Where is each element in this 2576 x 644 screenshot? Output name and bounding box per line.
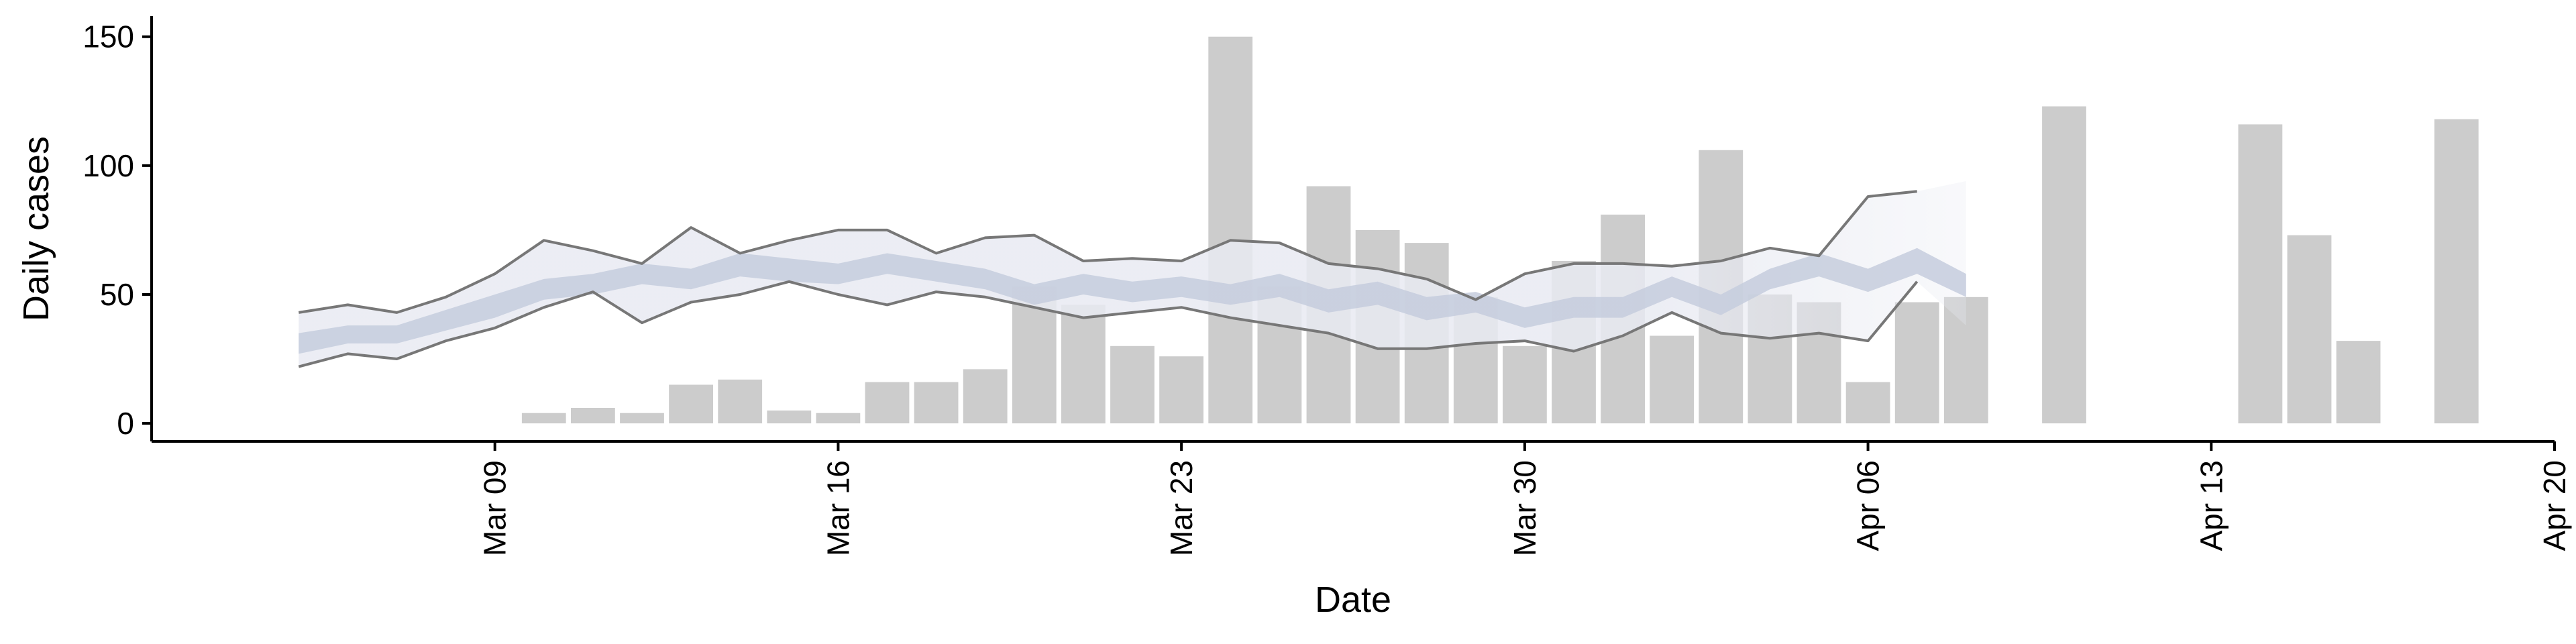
bar-2020-04-10	[2042, 106, 2086, 424]
estimate-band	[299, 180, 1966, 367]
y-tick-label-100: 100	[83, 148, 134, 183]
y-axis-ticks: 0 50 100 150	[83, 19, 152, 441]
daily-case-bars	[521, 36, 2479, 424]
bar-2020-03-22	[1110, 345, 1155, 424]
x-tick-label-2020-03-30: Mar 30	[1507, 460, 1542, 556]
y-tick-label-0: 0	[117, 406, 134, 441]
x-tick-label-2020-04-06: Apr 06	[1851, 460, 1886, 551]
bar-2020-03-10	[521, 413, 566, 424]
bar-2020-04-14	[2238, 124, 2283, 424]
bar-2020-03-14	[718, 379, 763, 424]
bar-2020-03-23	[1159, 356, 1203, 424]
upper-bound-line	[298, 190, 1917, 314]
estimate-bound-lines	[298, 190, 1919, 368]
bar-2020-04-16	[2336, 341, 2381, 424]
bar-2020-04-06	[1845, 382, 1890, 424]
bar-2020-03-24	[1208, 36, 1253, 424]
inner-estimate-band	[299, 248, 1966, 354]
x-tick-label-2020-03-23: Mar 23	[1164, 460, 1199, 556]
lower-bound-line	[298, 280, 1919, 368]
bar-2020-03-13	[669, 384, 713, 424]
bar-2020-03-11	[571, 408, 615, 424]
bar-2020-04-15	[2287, 235, 2332, 424]
bar-2020-03-15	[767, 410, 812, 424]
bar-2020-03-19	[963, 369, 1008, 424]
x-tick-label-2020-03-16: Mar 16	[820, 460, 855, 556]
y-tick-label-50: 50	[100, 277, 134, 312]
bar-2020-04-02	[1650, 335, 1695, 424]
bar-2020-03-30	[1503, 345, 1547, 424]
x-tick-label-2020-04-13: Apr 13	[2194, 460, 2229, 551]
y-tick-label-150: 150	[83, 19, 134, 54]
bar-2020-03-18	[914, 382, 959, 424]
plot-area	[298, 36, 2479, 424]
axes: 0 50 100 150 Mar 09 Mar 16 Mar 23 Mar 30 Apr 06…	[83, 16, 2572, 556]
bar-2020-03-17	[865, 382, 910, 424]
bar-2020-03-12	[620, 413, 664, 424]
bar-2020-04-18	[2434, 119, 2479, 424]
y-axis-title: Daily cases	[16, 136, 56, 321]
x-axis-ticks: Mar 09 Mar 16 Mar 23 Mar 30 Apr 06 Apr 13 Apr …	[478, 441, 2572, 556]
x-tick-label-2020-03-09: Mar 09	[478, 460, 513, 556]
x-axis-title: Date	[1315, 580, 1391, 620]
bar-2020-03-16	[816, 413, 861, 424]
x-tick-label-2020-04-20: Apr 20	[2537, 460, 2572, 551]
bar-2020-04-07	[1894, 302, 1939, 424]
bar-2020-03-21	[1061, 305, 1106, 424]
